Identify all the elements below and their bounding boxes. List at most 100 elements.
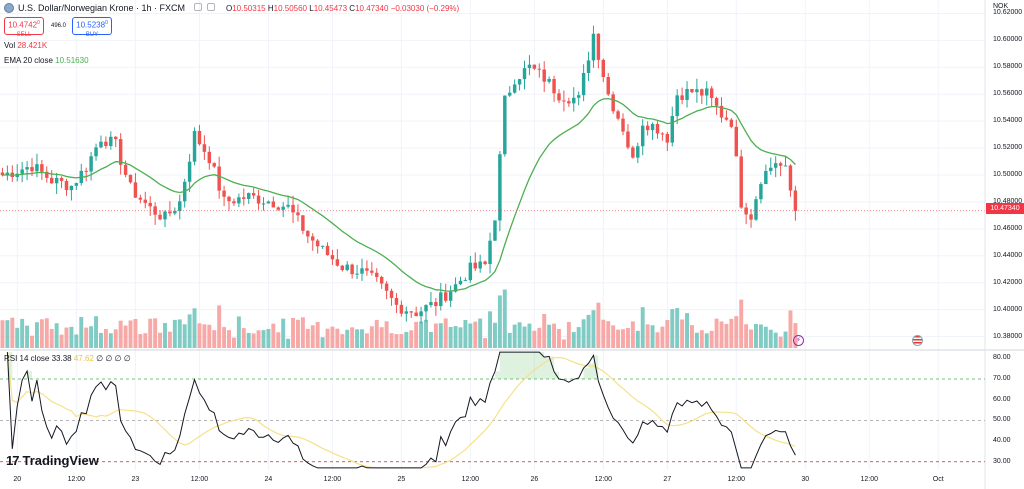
volume-bar-11	[54, 323, 59, 348]
time-tick-7: 12:00	[461, 476, 480, 483]
volume-bar-51	[251, 333, 256, 348]
candle-body-27	[133, 182, 138, 198]
volume-legend[interactable]: Vol 28.421K	[4, 41, 47, 50]
grid-lines	[0, 0, 985, 470]
volume-bar-1	[5, 320, 10, 348]
candle-body-84	[414, 312, 418, 317]
candle-body-51	[251, 193, 256, 196]
candle-body-107	[527, 64, 532, 69]
candle-body-125	[616, 111, 620, 119]
volume-bar-111	[547, 324, 552, 348]
candle-body-59	[291, 204, 295, 213]
candle-body-135	[665, 133, 670, 143]
volume-bar-36	[177, 319, 182, 348]
buy-button[interactable]: 10.52380 BUY	[72, 17, 112, 38]
rsi-label: RSI 14 close	[4, 354, 50, 363]
volume-bar-138	[680, 319, 685, 348]
candle-body-124	[611, 94, 615, 112]
volume-bar-21	[103, 329, 108, 348]
volume-bar-54	[266, 328, 271, 348]
volume-bar-33	[163, 322, 167, 348]
candle-body-129	[636, 146, 640, 158]
sell-button[interactable]: 10.47420 SELL	[4, 17, 44, 38]
volume-bar-132	[650, 325, 655, 348]
candle-body-5	[25, 167, 29, 170]
candle-body-86	[424, 305, 428, 312]
candle-body-113	[557, 93, 561, 101]
time-tick-4: 24	[264, 476, 273, 483]
candle-body-67	[330, 255, 335, 260]
candle-body-12	[59, 177, 64, 181]
volume-bar-5	[25, 325, 30, 348]
candle-body-76	[375, 272, 379, 277]
volume-bar-48	[236, 316, 241, 348]
candle-body-45	[222, 190, 226, 197]
volume-bar-98	[483, 338, 488, 348]
volume-bar-40	[197, 323, 202, 348]
event-bolt-icon[interactable]: ⚡	[793, 335, 804, 346]
time-tick-11: 12:00	[727, 476, 746, 483]
volume-bar-105	[517, 322, 522, 348]
rsi-tick-0: 80.00	[993, 354, 1011, 362]
volume-bar-120	[591, 310, 596, 348]
ema-label: EMA 20 close	[4, 56, 53, 65]
rsi-legend[interactable]: RSI 14 close 33.38 47.62 ∅ ∅ ∅ ∅	[4, 354, 131, 363]
volume-bar-142	[699, 330, 704, 348]
symbol-title[interactable]: U.S. Dollar/Norwegian Krone · 1h · FXCM	[18, 3, 186, 13]
candle-body-94	[463, 280, 468, 282]
volume-bar-16	[79, 317, 84, 348]
candle-body-49	[242, 197, 246, 199]
time-tick-2: 23	[131, 476, 140, 483]
volume-bar-81	[399, 334, 404, 348]
rsi-tick-4: 40.00	[993, 437, 1011, 445]
tradingview-logo[interactable]: 17 TradingView	[6, 453, 99, 468]
time-tick-8: 26	[530, 476, 539, 483]
candle-body-74	[365, 268, 369, 271]
buy-price: 10.5238	[76, 20, 106, 30]
volume-bar-95	[468, 323, 473, 348]
volume-bar-143	[704, 333, 709, 348]
candle-body-72	[355, 273, 359, 275]
sell-label: SELL	[16, 31, 32, 38]
eye-icon[interactable]	[194, 3, 202, 11]
volume-bar-139	[685, 313, 690, 348]
us-flag-icon[interactable]	[912, 335, 923, 346]
ema-legend[interactable]: EMA 20 close 10.51630	[4, 56, 89, 65]
candle-body-68	[335, 259, 340, 266]
time-tick-14: Oct	[932, 476, 944, 483]
volume-bar-92	[453, 326, 458, 348]
candle-body-47	[232, 201, 236, 204]
candle-body-121	[596, 33, 601, 60]
high-value: 10.50560	[273, 4, 307, 13]
candle-body-140	[690, 88, 694, 93]
volume-bar-154	[758, 324, 763, 348]
candle-body-120	[591, 33, 596, 61]
candle-body-44	[217, 166, 221, 191]
volume-bar-158	[778, 336, 783, 348]
volume-bar-128	[630, 321, 635, 348]
volume-bar-63	[310, 325, 315, 348]
volume-bar-18	[89, 326, 94, 348]
volume-bar-45	[222, 327, 227, 348]
volume-value: 28.421K	[17, 41, 48, 50]
price-tick-3: 10.56000	[993, 90, 1023, 98]
volume-bar-38	[187, 314, 192, 348]
candle-body-108	[532, 64, 537, 69]
volume-bar-113	[557, 328, 561, 348]
candle-body-128	[631, 147, 635, 158]
candle-body-143	[705, 88, 709, 96]
volume-bar-155	[763, 326, 768, 348]
close-label: C	[349, 4, 356, 13]
price-tick-5: 10.52000	[993, 144, 1023, 152]
candle-body-38	[187, 161, 192, 182]
volume-bar-31	[153, 318, 158, 348]
candle-body-58	[286, 204, 290, 207]
volume-bar-76	[374, 319, 379, 348]
candle-body-66	[325, 245, 330, 256]
volume-bar-66	[325, 328, 330, 348]
volume-bar-133	[655, 332, 660, 348]
candle-body-126	[621, 118, 625, 132]
candle-body-81	[399, 304, 404, 314]
volume-bar-136	[670, 309, 675, 348]
settings-icon[interactable]	[207, 3, 215, 11]
